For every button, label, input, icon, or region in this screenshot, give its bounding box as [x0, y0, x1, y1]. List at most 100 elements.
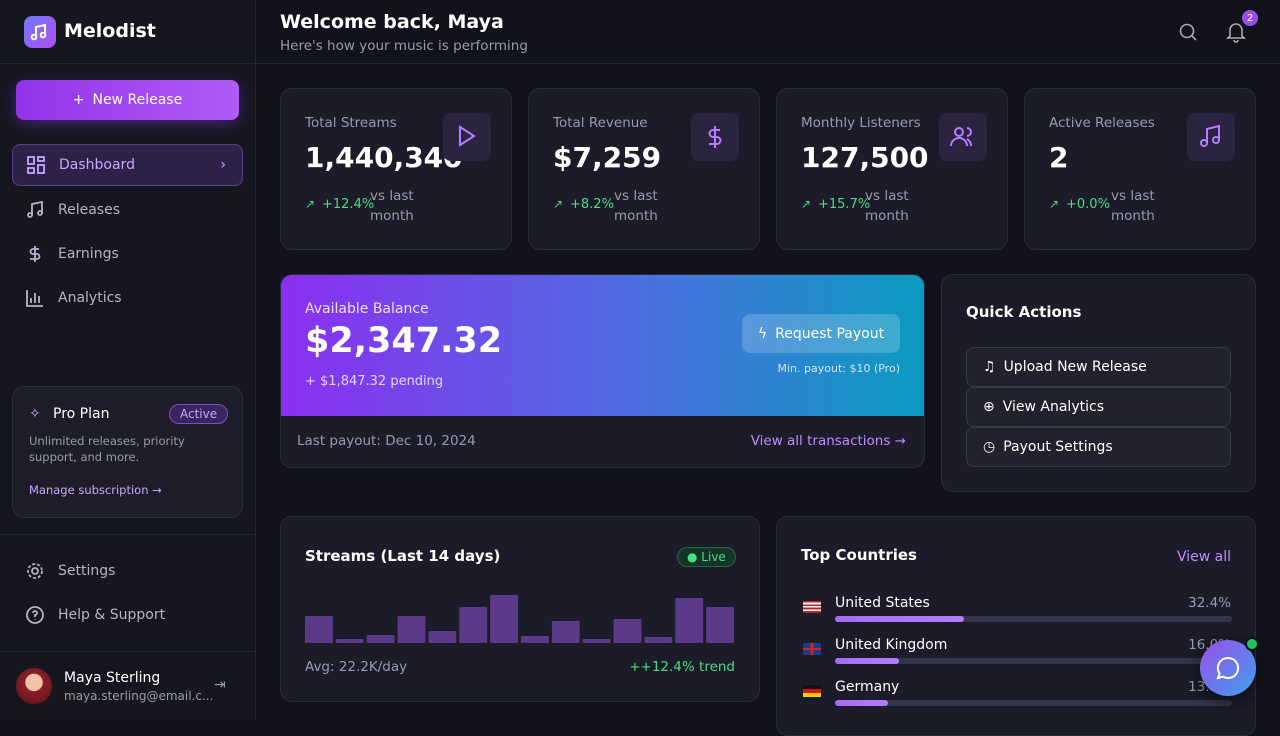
- stat-value: 1,440,340: [305, 141, 463, 174]
- stream-bar: [305, 616, 333, 643]
- label: Dashboard: [59, 157, 135, 173]
- label: Request Payout: [775, 325, 885, 342]
- label: Analytics: [58, 290, 122, 306]
- stat-arrow: ↗: [801, 197, 812, 211]
- nav-item[interactable]: Dashboard ›: [12, 144, 243, 186]
- nav-item[interactable]: Help & Support: [12, 594, 243, 636]
- stat-value: 127,500: [801, 141, 929, 174]
- stat-suffix: vs last month: [370, 188, 414, 224]
- nav-item[interactable]: Releases: [12, 189, 243, 231]
- logo: [24, 16, 56, 48]
- share-bar: [835, 700, 888, 706]
- stat-label: Monthly Listeners: [801, 115, 921, 131]
- flag: [803, 685, 821, 697]
- share-track: [835, 658, 1232, 664]
- stat-change: +8.2%: [570, 197, 614, 212]
- label: Upload New Release: [1003, 359, 1147, 375]
- user-email: maya.sterling@email.c...: [64, 689, 214, 703]
- new-release-button[interactable]: + New Release: [16, 80, 239, 120]
- last-payout: Last payout: Dec 10, 2024: [297, 433, 476, 449]
- live-badge: ● Live: [677, 547, 736, 567]
- stat-suffix: vs last month: [614, 188, 658, 224]
- stream-bar: [613, 619, 642, 643]
- stat-arrow: ↗: [553, 197, 564, 211]
- stream-bar: [490, 595, 518, 643]
- country-share: 32.4%: [1188, 595, 1231, 611]
- stream-bar: [644, 637, 673, 643]
- stat-icon: [691, 113, 739, 161]
- quick-action[interactable]: ⊕ View Analytics: [966, 387, 1231, 427]
- streams-chart: [305, 595, 734, 643]
- quick-actions: Quick Actions ♫ Upload New Release ⊕ Vie…: [941, 274, 1256, 492]
- stream-bar: [428, 631, 457, 643]
- plan-badge: Active: [169, 404, 229, 424]
- quick-action[interactable]: ◷ Payout Settings: [966, 427, 1231, 467]
- stat-arrow: ↗: [1049, 197, 1060, 211]
- flag: [803, 601, 821, 613]
- avatar: [16, 668, 52, 704]
- stream-bar: [582, 639, 611, 643]
- label: Releases: [58, 202, 120, 218]
- stream-bar: [366, 635, 395, 643]
- stat-icon: [1187, 113, 1235, 161]
- online-dot: [1245, 637, 1259, 651]
- section-title: Streams (Last 14 days): [305, 547, 501, 565]
- balance-amount: $2,347.32: [305, 321, 503, 361]
- label: New Release: [92, 92, 183, 108]
- stat-value: 2: [1049, 141, 1069, 174]
- countries-card: Top Countries View all United States 32.4…: [776, 516, 1256, 736]
- notification-count: 2: [1242, 10, 1258, 26]
- stat-change: +15.7%: [818, 197, 871, 212]
- stream-bar: [459, 607, 488, 643]
- stat-icon: [443, 113, 491, 161]
- label: View Analytics: [1002, 399, 1104, 415]
- stat-label: Total Revenue: [553, 115, 648, 131]
- country-name: Germany: [835, 679, 900, 695]
- label: View all transactions: [750, 433, 891, 449]
- stream-bar: [521, 636, 549, 643]
- plan-link[interactable]: Manage subscription →: [29, 483, 162, 497]
- nav-item[interactable]: Settings: [12, 550, 243, 592]
- sidebar: Melodist + New Release Dashboard › Release…: [0, 0, 256, 720]
- stat-card: Total Revenue $7,259 ↗ +8.2% vs last month: [528, 88, 760, 250]
- share-track: [835, 700, 1232, 706]
- stat-card: Total Streams 1,440,340 ↗ +12.4% vs last mon…: [280, 88, 512, 250]
- brand: Melodist: [64, 20, 156, 42]
- streams-trend: ++12.4% trend: [629, 659, 735, 675]
- nav-item[interactable]: Analytics: [12, 277, 243, 319]
- stream-bar: [706, 607, 734, 643]
- stat-value: $7,259: [553, 141, 662, 174]
- plan-description: Unlimited releases, priority support, an…: [29, 434, 185, 464]
- logout[interactable]: ⇥: [214, 677, 226, 693]
- share-bar: [835, 616, 964, 622]
- stat-change: +12.4%: [322, 197, 375, 212]
- label: Payout Settings: [1003, 439, 1113, 455]
- country-name: United States: [835, 595, 930, 611]
- bell[interactable]: [1226, 21, 1246, 43]
- min-payout: Min. payout: $10 (Pro): [777, 362, 901, 375]
- share-bar: [835, 658, 899, 664]
- header-title: Welcome back, Maya: [280, 11, 504, 33]
- balance-card: Available Balance $2,347.32 + $1,847.32 …: [280, 274, 925, 468]
- stat-card: Monthly Listeners 127,500 ↗ +15.7% vs last m…: [776, 88, 1008, 250]
- transactions-link[interactable]: View all transactions →: [750, 433, 906, 449]
- section-title: Quick Actions: [966, 303, 1082, 321]
- stat-suffix: vs last month: [1111, 188, 1155, 224]
- stream-bar: [675, 598, 704, 643]
- request-payout[interactable]: ϟ Request Payout: [742, 314, 900, 353]
- label: Live: [701, 550, 726, 564]
- label: Earnings: [58, 246, 119, 262]
- stat-icon: [939, 113, 987, 161]
- balance-pending: + $1,847.32 pending: [305, 374, 444, 389]
- stat-arrow: ↗: [305, 197, 316, 211]
- stat-card: Active Releases 2 ↗ +0.0% vs last month: [1024, 88, 1256, 250]
- nav-item[interactable]: Earnings: [12, 233, 243, 275]
- stat-label: Active Releases: [1049, 115, 1155, 131]
- view-all[interactable]: View all: [1176, 549, 1231, 565]
- quick-action[interactable]: ♫ Upload New Release: [966, 347, 1231, 387]
- balance-label: Available Balance: [305, 301, 429, 317]
- stream-bar: [551, 621, 580, 643]
- search[interactable]: [1178, 22, 1198, 42]
- share-track: [835, 616, 1232, 622]
- stream-bar: [335, 639, 364, 643]
